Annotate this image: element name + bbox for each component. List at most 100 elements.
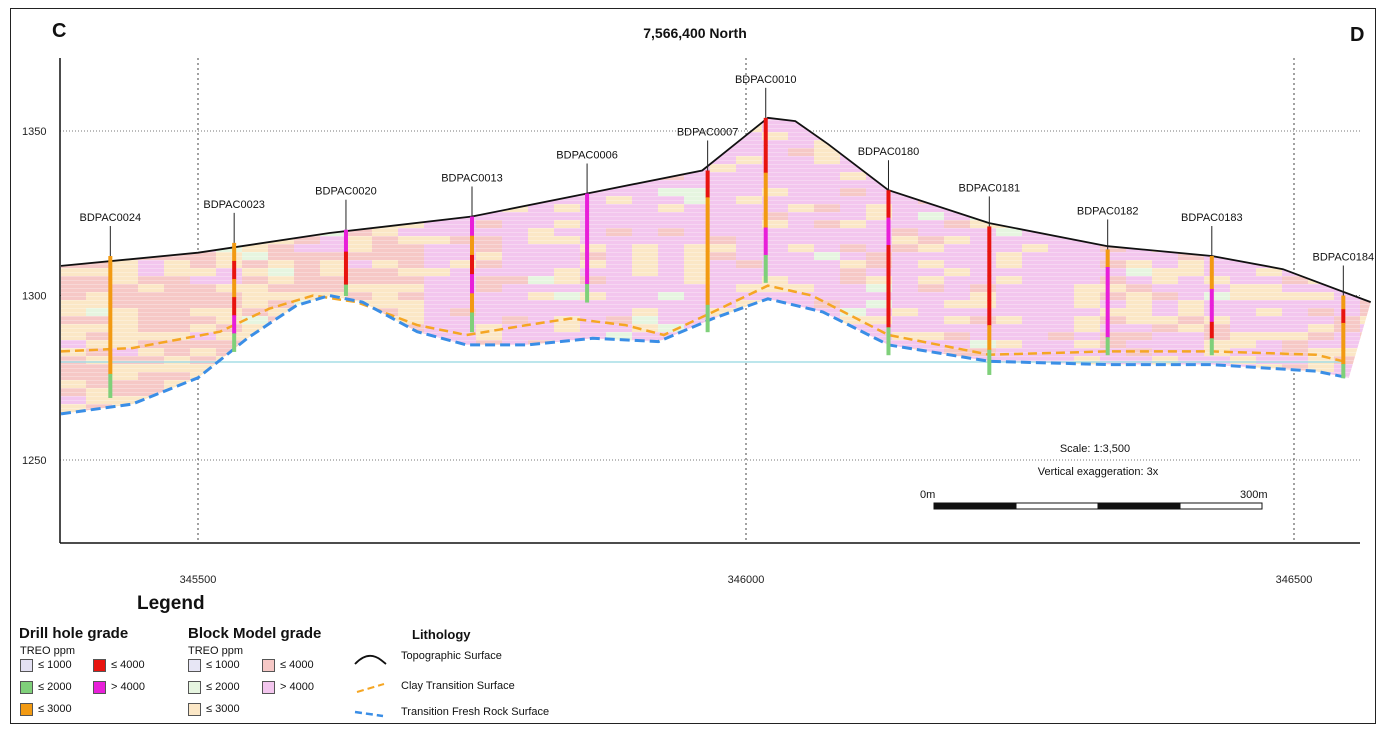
block-cell [788, 372, 814, 380]
block-cell [1282, 396, 1308, 404]
block-cell [424, 412, 450, 414]
block-cell [398, 172, 424, 180]
block-cell [632, 148, 658, 156]
block-cell [1100, 388, 1126, 396]
block-cell [1152, 148, 1178, 156]
drill-hole-segment [1341, 350, 1346, 365]
block-cell [1100, 220, 1126, 228]
block-cell [320, 117, 346, 124]
block-cell [814, 100, 840, 108]
block-cell [112, 228, 138, 236]
block-cell [112, 204, 138, 212]
block-cell [710, 364, 736, 372]
block-cell [1334, 228, 1360, 236]
block-cell [1308, 132, 1334, 140]
block-cell [476, 396, 502, 404]
block-cell [372, 428, 398, 436]
block-cell [1230, 380, 1256, 388]
block-cell [164, 172, 190, 180]
block-cell [1334, 212, 1360, 220]
block-cell [970, 156, 996, 164]
block-cell [476, 380, 502, 388]
block-cell [1022, 188, 1048, 196]
block-cell [528, 372, 554, 380]
block-cell [268, 388, 294, 396]
block-cell [398, 412, 424, 414]
block-cell [1360, 396, 1371, 404]
drill-hole-segment [1209, 305, 1214, 323]
block-cell [242, 188, 268, 196]
block-cell [944, 388, 970, 396]
block-cell [1022, 404, 1048, 412]
block-cell [424, 117, 450, 124]
block-cell [554, 388, 580, 396]
block-cell [450, 156, 476, 164]
block-cell [216, 236, 242, 244]
drill-hole-unit: TREO ppm [20, 645, 76, 657]
drill-hole-segment [705, 224, 710, 252]
block-cell [528, 172, 554, 180]
drill-hole-segment [585, 265, 590, 285]
block-cell [1230, 156, 1256, 164]
block-cell [216, 132, 242, 140]
block-cell [528, 396, 554, 404]
drill-hole-segment [108, 373, 113, 398]
block-cell [892, 132, 918, 140]
block-cell [1308, 236, 1334, 244]
drill-hole-segment [343, 251, 348, 264]
block-cell [476, 356, 502, 364]
block-cell [762, 348, 788, 356]
block-cell [580, 404, 606, 412]
block-cell [476, 156, 502, 164]
block-cell [710, 117, 736, 124]
block-cell [268, 228, 294, 236]
drill-hole-grade-swatch-label: ≤ 2000 [38, 681, 72, 693]
block-cell [112, 412, 138, 414]
block-cell [658, 372, 684, 380]
block-cell [1282, 428, 1308, 436]
block-cell [554, 380, 580, 388]
block-cell [840, 428, 866, 436]
block-cell [580, 124, 606, 132]
block-cell [1230, 204, 1256, 212]
block-cell [320, 316, 346, 324]
block-cell [1048, 388, 1074, 396]
block-cell [580, 412, 606, 414]
block-cell [1282, 204, 1308, 212]
block-cell [320, 420, 346, 428]
block-cell [1178, 404, 1204, 412]
block-cell [268, 348, 294, 356]
block-cell [1308, 140, 1334, 148]
block-cell [1100, 164, 1126, 172]
block-cell [320, 156, 346, 164]
block-cell [1126, 100, 1152, 108]
block-cell [242, 412, 268, 414]
block-cell [580, 364, 606, 372]
block-cell [944, 420, 970, 428]
drill-hole-grade-swatch-label: ≤ 1000 [38, 659, 72, 671]
drill-hole: BDPAC0183 [1181, 212, 1243, 356]
block-cell [190, 188, 216, 196]
block-cell [424, 100, 450, 108]
block-cell [866, 100, 892, 108]
block-cell [684, 340, 710, 348]
block-cell [1204, 228, 1230, 236]
block-cell [684, 148, 710, 156]
block-cell [190, 420, 216, 428]
block-cell [996, 108, 1022, 116]
block-cell [112, 180, 138, 188]
fresh-rock-dash-icon [354, 710, 384, 718]
block-cell [1074, 180, 1100, 188]
block-cell [502, 404, 528, 412]
block-cell [1048, 117, 1074, 124]
block-cell [970, 108, 996, 116]
block-cell [61, 140, 86, 148]
block-cell [346, 212, 372, 220]
block-cell [840, 396, 866, 404]
block-cell [1360, 196, 1371, 204]
block-cell [1256, 412, 1282, 414]
block-cell [294, 428, 320, 436]
block-cell [1022, 212, 1048, 220]
block-cell [1334, 108, 1360, 116]
block-cell [1100, 156, 1126, 164]
